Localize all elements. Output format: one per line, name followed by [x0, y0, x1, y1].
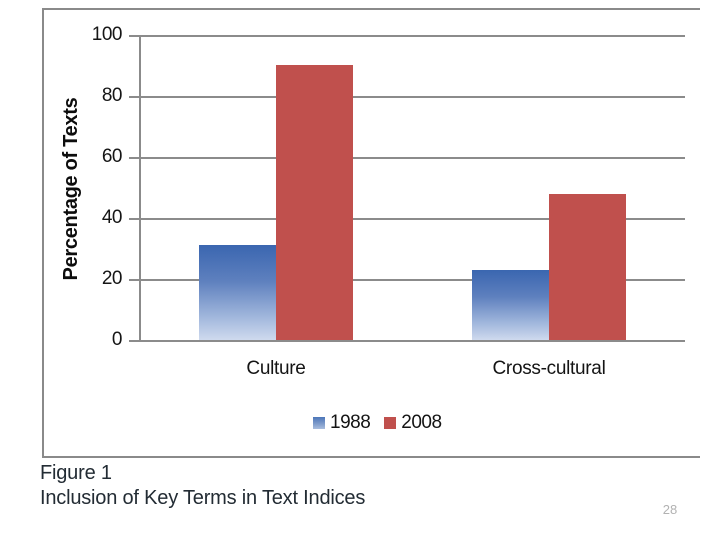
gridline-0: [139, 340, 685, 342]
y-tick-label: 20: [101, 268, 123, 289]
caption-figure-title: Inclusion of Key Terms in Text Indices: [40, 487, 366, 509]
y-axis-line: [139, 35, 141, 342]
bar-1988-culture: [199, 245, 276, 340]
legend: 1988 2008: [313, 411, 442, 435]
bar-2008-culture: [276, 65, 353, 340]
legend-swatch-1988-icon: [313, 417, 325, 429]
y-tick-mark-20: [129, 279, 139, 281]
category-label-culture: Culture: [246, 358, 306, 379]
y-tick-label: 100: [91, 24, 123, 45]
legend-label-2008: 2008: [401, 412, 442, 433]
y-tick-mark-0: [129, 340, 139, 342]
legend-item-2008: 2008: [384, 412, 442, 434]
bar-1988-cross-cultural: [472, 270, 549, 340]
y-tick-label: 0: [111, 329, 123, 350]
gridline-40: [139, 218, 685, 220]
gridline-80: [139, 96, 685, 98]
plot-area: [139, 35, 685, 342]
legend-item-1988: 1988: [313, 412, 371, 434]
y-tick-mark-40: [129, 218, 139, 220]
legend-label-1988: 1988: [330, 412, 371, 433]
y-tick-mark-100: [129, 35, 139, 37]
category-label-cross-cultural: Cross-cultural: [492, 358, 606, 379]
gridline-100: [139, 35, 685, 37]
gridline-60: [139, 157, 685, 159]
y-tick-mark-80: [129, 96, 139, 98]
gridline-20: [139, 279, 685, 281]
y-tick-label: 40: [101, 207, 123, 228]
y-tick-label: 80: [101, 85, 123, 106]
bar-2008-cross-cultural: [549, 194, 626, 340]
page-number: 28: [662, 502, 678, 517]
y-tick-label: 60: [101, 146, 123, 167]
figure-caption: Figure 1 Inclusion of Key Terms in Text …: [40, 461, 365, 511]
caption-figure-number: Figure 1: [40, 462, 112, 484]
legend-swatch-2008-icon: [384, 417, 397, 429]
y-axis-title: Percentage of Texts: [60, 97, 82, 281]
y-tick-mark-60: [129, 157, 139, 159]
